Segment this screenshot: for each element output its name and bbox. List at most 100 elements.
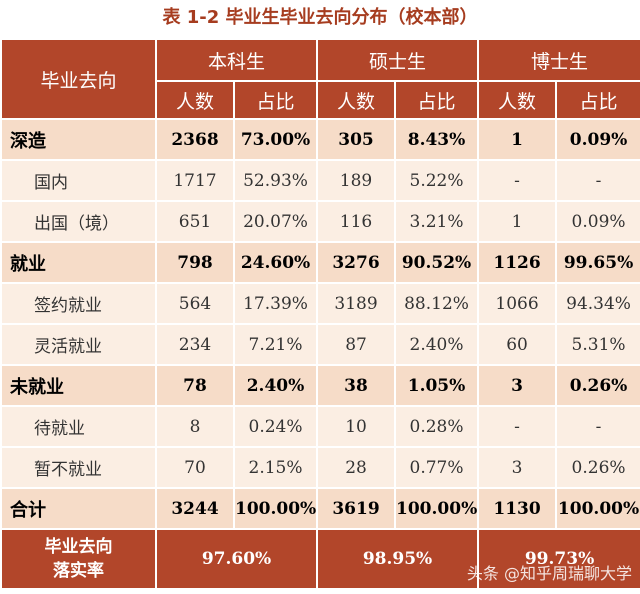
ratio-cell: 73.00%: [232, 118, 319, 161]
row-label: 国内: [0, 159, 157, 202]
count-cell: 564: [155, 282, 235, 325]
ratio-cell: 5.31%: [555, 323, 640, 366]
row-label: 暂不就业: [0, 446, 157, 489]
count-cell: 1717: [155, 159, 235, 202]
count-cell: 651: [155, 200, 235, 243]
table-row: 出国（境） 651 20.07% 116 3.21% 1 0.09%: [0, 200, 640, 243]
row-label: 灵活就业: [0, 323, 157, 366]
footer-label-line1: 毕业去向: [44, 537, 113, 557]
count-cell: 1126: [477, 241, 558, 284]
ratio-cell: 0.77%: [394, 446, 480, 489]
footer-label: 毕业去向 落实率: [0, 528, 157, 590]
count-cell: 1: [477, 118, 558, 161]
ratio-cell: 90.52%: [394, 241, 480, 284]
ratio-cell: 0.24%: [232, 405, 319, 448]
count-cell: 60: [477, 323, 558, 366]
group-header-undergraduate: 本科生: [154, 38, 319, 82]
ratio-cell: 0.09%: [555, 118, 640, 161]
ratio-cell: -: [555, 405, 640, 448]
table-row: 待就业 8 0.24% 10 0.28% - -: [0, 405, 640, 448]
count-cell: 87: [316, 323, 397, 366]
row-label: 就业: [0, 241, 157, 284]
ratio-cell: 94.34%: [555, 282, 640, 325]
count-cell: 234: [155, 323, 235, 366]
row-label: 待就业: [0, 405, 157, 448]
col-header-ratio: 占比: [394, 80, 480, 120]
ratio-cell: 99.65%: [555, 241, 640, 284]
count-cell: 38: [316, 364, 397, 407]
group-header-doctor: 博士生: [477, 38, 640, 82]
ratio-cell: 8.43%: [394, 118, 480, 161]
group-header-master: 硕士生: [316, 38, 480, 82]
table-row: 灵活就业 234 7.21% 87 2.40% 60 5.31%: [0, 323, 640, 366]
footer-row: 毕业去向 落实率 97.60% 98.95% 99.73%: [0, 528, 640, 590]
col-header-count: 人数: [477, 80, 558, 120]
count-cell: 3189: [316, 282, 397, 325]
ratio-cell: 17.39%: [232, 282, 319, 325]
count-cell: 305: [316, 118, 397, 161]
count-cell: 3: [477, 446, 558, 489]
ratio-cell: -: [555, 159, 640, 202]
count-cell: -: [477, 159, 558, 202]
table-row: 暂不就业 70 2.15% 28 0.77% 3 0.26%: [0, 446, 640, 489]
ratio-cell: 2.15%: [232, 446, 319, 489]
ratio-cell: 0.28%: [394, 405, 480, 448]
footer-rate-undergraduate: 97.60%: [154, 528, 319, 590]
count-cell: 798: [155, 241, 235, 284]
graduate-destination-table: 毕业去向 本科生 硕士生 博士生 人数 占比 人数 占比 人数 占比 深造 236…: [0, 38, 640, 590]
ratio-cell: 2.40%: [232, 364, 319, 407]
row-label: 深造: [0, 118, 157, 161]
row-header: 毕业去向: [0, 38, 157, 120]
table-row: 未就业 78 2.40% 38 1.05% 3 0.26%: [0, 364, 640, 407]
count-cell: 116: [316, 200, 397, 243]
count-cell: 28: [316, 446, 397, 489]
ratio-cell: 7.21%: [232, 323, 319, 366]
ratio-cell: 2.40%: [394, 323, 480, 366]
ratio-cell: 24.60%: [232, 241, 319, 284]
row-label: 签约就业: [0, 282, 157, 325]
ratio-cell: 100.00%: [232, 487, 319, 530]
col-header-ratio: 占比: [232, 80, 319, 120]
count-cell: 3276: [316, 241, 397, 284]
count-cell: 8: [155, 405, 235, 448]
col-header-count: 人数: [155, 80, 235, 120]
count-cell: -: [477, 405, 558, 448]
ratio-cell: 1.05%: [394, 364, 480, 407]
ratio-cell: 3.21%: [394, 200, 480, 243]
count-cell: 3619: [316, 487, 397, 530]
ratio-cell: 5.22%: [394, 159, 480, 202]
ratio-cell: 0.09%: [555, 200, 640, 243]
table-row: 就业 798 24.60% 3276 90.52% 1126 99.65%: [0, 241, 640, 284]
table-body: 深造 2368 73.00% 305 8.43% 1 0.09% 国内 1717 52.93% 18…: [0, 118, 640, 530]
table-title: 表 1-2 毕业生毕业去向分布（校本部）: [162, 7, 478, 28]
col-header-ratio: 占比: [555, 80, 640, 120]
row-label: 未就业: [0, 364, 157, 407]
col-header-count: 人数: [316, 80, 397, 120]
ratio-cell: 88.12%: [394, 282, 480, 325]
count-cell: 1066: [477, 282, 558, 325]
count-cell: 1: [477, 200, 558, 243]
ratio-cell: 100.00%: [555, 487, 640, 530]
count-cell: 2368: [155, 118, 235, 161]
footer-rate-doctor: 99.73%: [477, 528, 640, 590]
footer-label-line2: 落实率: [53, 561, 104, 581]
table-row: 深造 2368 73.00% 305 8.43% 1 0.09%: [0, 118, 640, 161]
ratio-cell: 20.07%: [232, 200, 319, 243]
count-cell: 189: [316, 159, 397, 202]
ratio-cell: 0.26%: [555, 364, 640, 407]
count-cell: 10: [316, 405, 397, 448]
ratio-cell: 52.93%: [232, 159, 319, 202]
footer-rate-master: 98.95%: [316, 528, 480, 590]
table-row: 国内 1717 52.93% 189 5.22% - -: [0, 159, 640, 202]
row-label: 出国（境）: [0, 200, 157, 243]
ratio-cell: 100.00%: [394, 487, 480, 530]
count-cell: 78: [155, 364, 235, 407]
count-cell: 3: [477, 364, 558, 407]
row-label: 合计: [0, 487, 157, 530]
count-cell: 3244: [155, 487, 235, 530]
table-row: 合计 3244 100.00% 3619 100.00% 1130 100.00%: [0, 487, 640, 530]
count-cell: 1130: [477, 487, 558, 530]
table-row: 签约就业 564 17.39% 3189 88.12% 1066 94.34%: [0, 282, 640, 325]
count-cell: 70: [155, 446, 235, 489]
